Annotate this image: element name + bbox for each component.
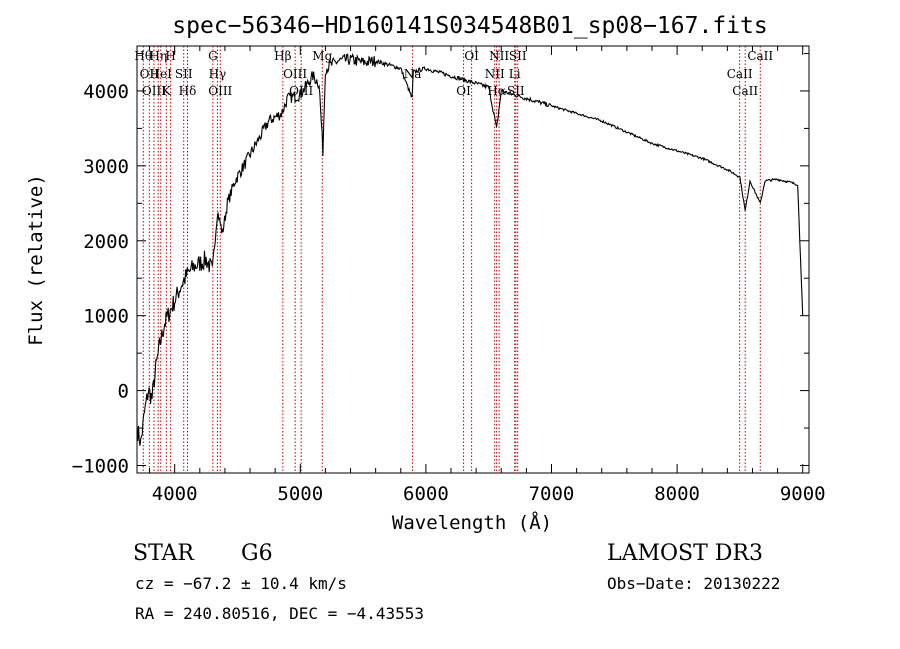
- line-marker-label: SII: [175, 67, 193, 81]
- line-marker-label: SII: [509, 49, 527, 63]
- line-marker-label: CaII: [747, 49, 773, 63]
- line-marker-label: CaII: [732, 84, 758, 98]
- line-marker-label: Hθ: [134, 49, 152, 63]
- chart-title: spec−56346−HD160141S034548B01_sp08−167.f…: [172, 13, 767, 39]
- object-subclass: G6: [241, 541, 273, 566]
- line-marker-label: HeI: [150, 67, 173, 81]
- line-marker-label: Hδ: [179, 84, 197, 98]
- y-tick-label: 2000: [83, 231, 129, 253]
- plot-frame: [136, 45, 810, 474]
- y-tick-label: 0: [118, 381, 129, 403]
- line-marker-label: NII: [485, 67, 505, 81]
- line-marker-label: Hβ: [274, 49, 291, 63]
- line-marker-label: OI: [456, 84, 471, 98]
- ra-dec: RA = 240.80516, DEC = −4.43553: [135, 604, 424, 623]
- line-marker-label: H: [165, 49, 175, 63]
- line-marker-label: OII: [140, 67, 160, 81]
- line-marker-label: OIII: [283, 67, 307, 81]
- object-class: STAR: [133, 541, 195, 566]
- x-tick-label: 7000: [529, 483, 575, 505]
- y-axis-label: Flux (relative): [25, 174, 47, 346]
- x-tick-label: 5000: [277, 483, 323, 505]
- redshift-cz: cz = −67.2 ± 10.4 km/s: [135, 574, 347, 593]
- line-marker-label: OIII: [289, 84, 313, 98]
- y-tick-label: −1000: [72, 456, 129, 478]
- x-axis: 4000 5000 6000 7000 8000 9000: [149, 46, 826, 505]
- x-tick-label: 8000: [654, 483, 700, 505]
- y-tick-label: 1000: [83, 306, 129, 328]
- x-tick-label: 6000: [403, 483, 449, 505]
- y-axis: −1000 0 1000 2000 3000 4000: [72, 52, 809, 478]
- line-marker-label: Li: [509, 67, 521, 81]
- x-axis-label: Wavelength (Å): [392, 511, 552, 534]
- line-marker-labels: HθOIIOIIIHηHeIKHSIIHδGHγOIIIHβOIIIOIIIMg…: [134, 49, 773, 98]
- line-marker-label: Hη: [149, 49, 167, 63]
- line-markers: [142, 46, 761, 473]
- line-marker-label: K: [162, 84, 172, 98]
- observation-date: Obs−Date: 20130222: [607, 574, 780, 593]
- x-tick-label: 4000: [152, 483, 198, 505]
- y-tick-label: 3000: [83, 156, 129, 178]
- line-marker-label: SII: [507, 84, 525, 98]
- survey-name: LAMOST DR3: [607, 541, 763, 566]
- line-marker-label: OIII: [142, 84, 166, 98]
- line-marker-label: G: [208, 49, 218, 63]
- line-marker-label: Hγ: [209, 67, 227, 81]
- x-tick-label: 9000: [780, 483, 826, 505]
- line-marker-label: Mg: [312, 49, 332, 63]
- y-tick-label: 4000: [83, 81, 129, 103]
- line-marker-label: CaII: [727, 67, 753, 81]
- spectrum-line: [136, 52, 804, 446]
- line-marker-label: OI: [464, 49, 479, 63]
- line-marker-label: OIII: [208, 84, 232, 98]
- line-marker-label: NII: [489, 49, 509, 63]
